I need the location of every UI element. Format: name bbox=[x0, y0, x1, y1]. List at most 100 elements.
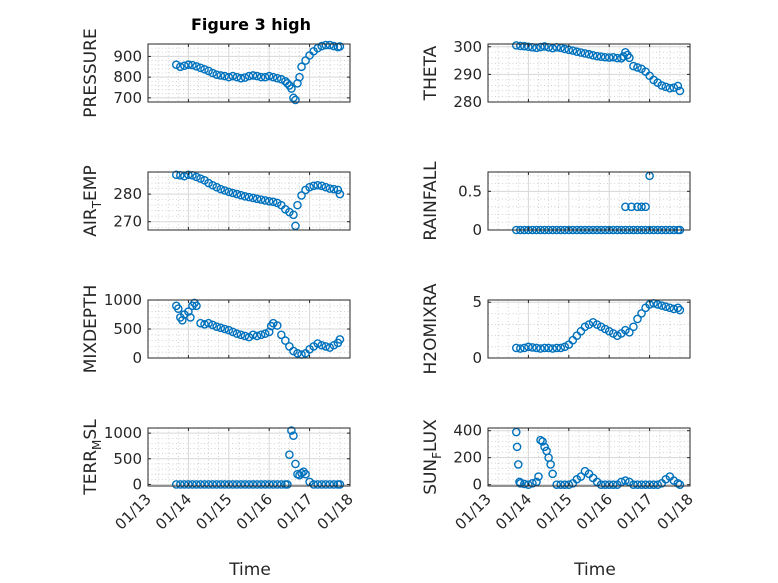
x-tick-label: 01/13 bbox=[452, 490, 495, 533]
data-point bbox=[299, 467, 308, 476]
data-point bbox=[224, 72, 234, 82]
data-point bbox=[252, 71, 262, 81]
data-point bbox=[669, 304, 679, 314]
data-point bbox=[297, 468, 306, 478]
data-point bbox=[536, 42, 545, 52]
data-point bbox=[604, 480, 614, 489]
data-point bbox=[556, 343, 566, 353]
data-point bbox=[305, 182, 314, 192]
data-point bbox=[568, 46, 578, 55]
x-tick-label: 01/16 bbox=[233, 490, 276, 533]
data-point bbox=[657, 81, 667, 90]
data-point bbox=[264, 327, 274, 337]
data-point bbox=[576, 472, 586, 481]
data-point bbox=[281, 336, 290, 345]
x-tick-label: 01/17 bbox=[613, 490, 656, 533]
y-axis-label: RAINFALL bbox=[421, 161, 441, 241]
data-point bbox=[204, 480, 213, 489]
y-axis-label: MIXDEPTH bbox=[81, 285, 101, 374]
axis-box bbox=[147, 427, 351, 487]
y-axis-label: PRESSURE bbox=[81, 28, 101, 117]
y-axis-label: H2OMIXRA bbox=[421, 283, 441, 374]
data-point bbox=[297, 191, 306, 200]
data-point bbox=[540, 343, 549, 353]
data-point bbox=[512, 442, 522, 452]
axis-box bbox=[487, 43, 691, 103]
y-tick-label: 0 bbox=[472, 221, 482, 239]
data-point bbox=[546, 460, 555, 469]
data-point bbox=[256, 195, 266, 204]
y-tick-label: 5 bbox=[472, 293, 482, 311]
data-point bbox=[208, 68, 217, 78]
data-point bbox=[297, 62, 306, 72]
data-point bbox=[289, 93, 298, 103]
data-point bbox=[604, 53, 614, 62]
data-point bbox=[629, 480, 638, 489]
y-tick-label: 1000 bbox=[104, 291, 142, 309]
data-point bbox=[673, 81, 683, 91]
y-axis-label: AIRTEMP bbox=[81, 165, 104, 236]
data-point bbox=[536, 435, 545, 445]
data-point bbox=[540, 442, 549, 452]
data-point bbox=[196, 174, 205, 183]
data-point bbox=[633, 480, 642, 489]
data-point bbox=[184, 60, 193, 70]
data-point bbox=[552, 343, 561, 353]
data-point bbox=[317, 340, 327, 350]
data-point bbox=[184, 307, 193, 316]
data-point bbox=[272, 321, 282, 330]
data-point bbox=[653, 300, 662, 309]
data-point bbox=[232, 329, 242, 338]
y-tick-label: 0 bbox=[472, 349, 482, 367]
data-point bbox=[216, 184, 226, 194]
x-tick-label: 01/14 bbox=[492, 490, 535, 533]
data-point bbox=[317, 41, 327, 51]
x-tick-label: 01/13 bbox=[112, 490, 155, 533]
data-point bbox=[285, 450, 294, 459]
data-point bbox=[212, 480, 221, 489]
data-point bbox=[192, 172, 201, 182]
y-axis-label-suffix: SL bbox=[81, 419, 101, 440]
data-point bbox=[313, 339, 322, 348]
data-point bbox=[540, 42, 549, 51]
data-point bbox=[329, 480, 339, 489]
data-point bbox=[171, 170, 181, 180]
data-point bbox=[196, 63, 205, 73]
data-point bbox=[534, 472, 543, 481]
data-point bbox=[552, 480, 561, 489]
data-point bbox=[301, 469, 310, 479]
data-point bbox=[224, 325, 234, 335]
data-point bbox=[232, 72, 242, 82]
data-point bbox=[633, 314, 642, 324]
data-point bbox=[511, 343, 521, 353]
data-point bbox=[637, 480, 646, 489]
data-point bbox=[220, 324, 230, 334]
data-point bbox=[171, 480, 181, 489]
subplot-rainfall: 0 0.5 RAINFALL bbox=[421, 161, 691, 241]
data-point bbox=[240, 192, 250, 201]
data-point bbox=[625, 53, 634, 63]
y-axis-label-main: THETA bbox=[421, 45, 441, 101]
data-point bbox=[186, 313, 195, 322]
axis-box bbox=[487, 299, 691, 359]
data-point bbox=[293, 349, 302, 358]
data-point bbox=[675, 305, 685, 315]
axis-box bbox=[147, 43, 351, 103]
data-point bbox=[317, 181, 327, 191]
x-tick-label: 01/16 bbox=[573, 490, 616, 533]
data-point bbox=[653, 480, 662, 489]
data-point bbox=[675, 480, 685, 489]
y-tick-label: 700 bbox=[113, 89, 142, 107]
data-point bbox=[208, 180, 217, 190]
data-point bbox=[212, 182, 221, 192]
data-point bbox=[228, 71, 238, 81]
data-point bbox=[260, 329, 270, 338]
data-point bbox=[524, 480, 533, 489]
axis-box bbox=[487, 171, 691, 231]
y-tick-label: 0.5 bbox=[458, 182, 482, 200]
data-point bbox=[612, 53, 622, 63]
data-point bbox=[325, 480, 335, 489]
data-point bbox=[516, 479, 525, 488]
